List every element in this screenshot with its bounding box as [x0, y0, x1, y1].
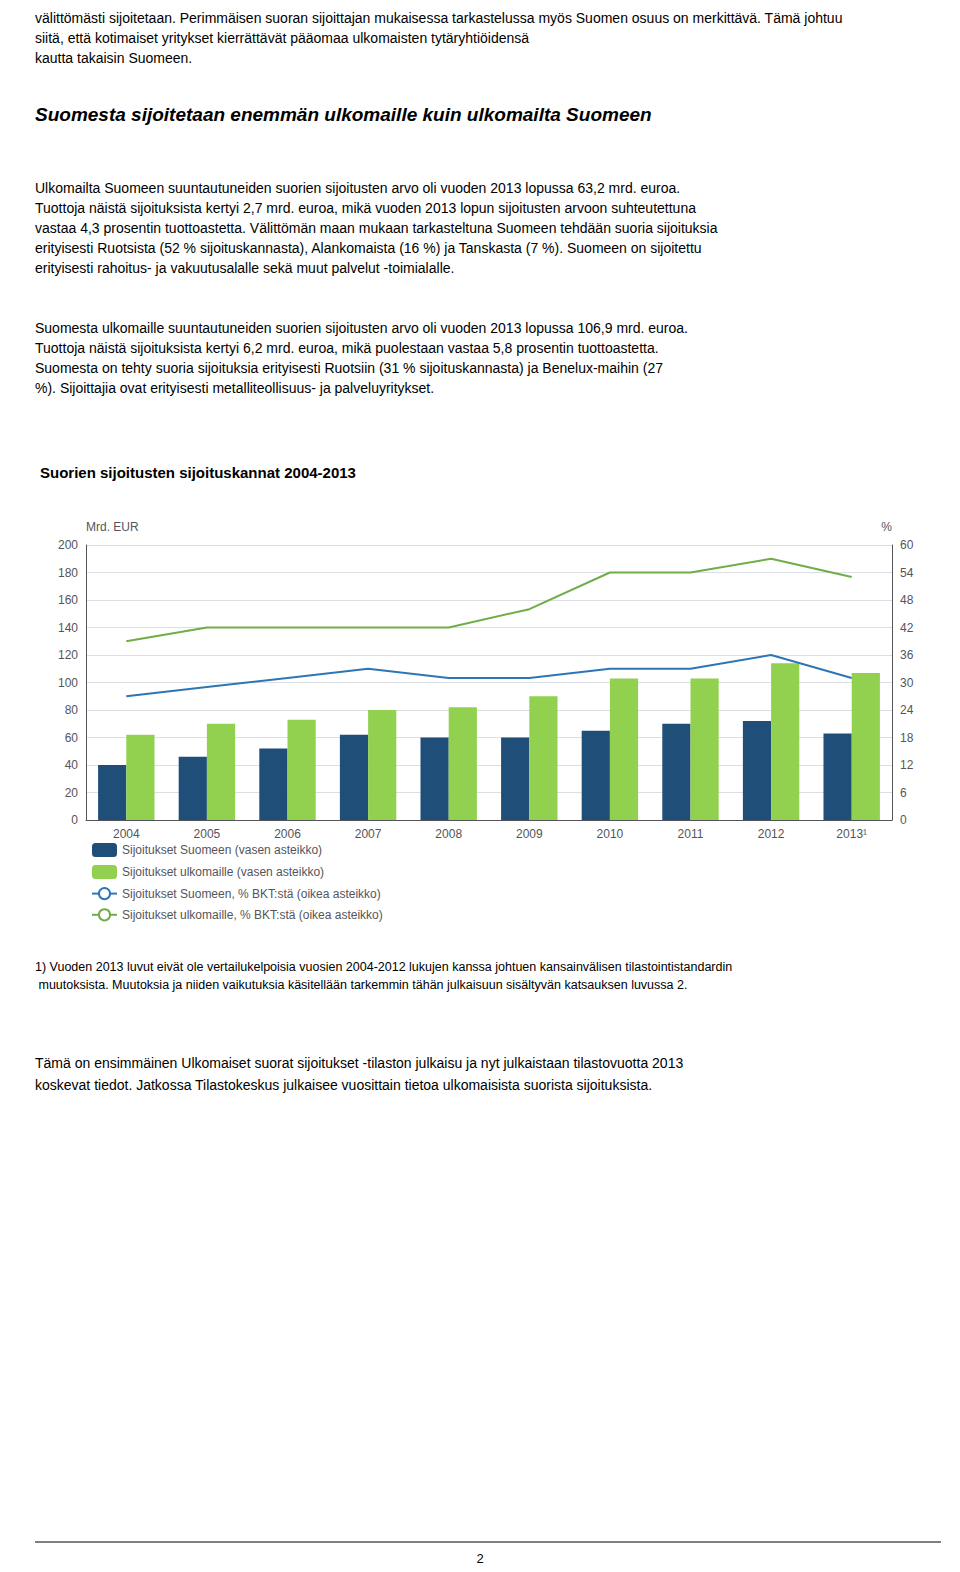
svg-text:välittömästi sijoitetaan. Peri: välittömästi sijoitetaan. Perimmäisen su…: [35, 10, 846, 26]
svg-text:6: 6: [900, 786, 907, 800]
svg-text:2009: 2009: [516, 827, 543, 841]
svg-text:160: 160: [58, 593, 78, 607]
svg-text:2007: 2007: [355, 827, 382, 841]
svg-text:Suomesta ulkomaille suuntautun: Suomesta ulkomaille suuntautuneiden suor…: [35, 320, 688, 336]
svg-text:Suomesta sijoitetaan enemmän u: Suomesta sijoitetaan enemmän ulkomaille …: [35, 104, 652, 125]
svg-text:40: 40: [65, 758, 79, 772]
svg-text:60: 60: [900, 538, 914, 552]
svg-text:60: 60: [65, 731, 79, 745]
svg-text:100: 100: [58, 676, 78, 690]
svg-text:2004: 2004: [113, 827, 140, 841]
svg-text:2012: 2012: [758, 827, 785, 841]
svg-text:muutoksista. Muutoksia ja niid: muutoksista. Muutoksia ja niiden vaikutu…: [35, 978, 687, 992]
svg-text:Sijoitukset Suomeen, % BKT:stä: Sijoitukset Suomeen, % BKT:stä (oikea as…: [122, 887, 381, 901]
svg-text:24: 24: [900, 703, 914, 717]
svg-text:%). Sijoittajia ovat erityises: %). Sijoittajia ovat erityisesti metalli…: [35, 380, 434, 396]
svg-text:20: 20: [65, 786, 79, 800]
svg-text:80: 80: [65, 703, 79, 717]
svg-text:12: 12: [900, 758, 914, 772]
svg-text:2013¹: 2013¹: [836, 827, 867, 841]
svg-text:1) Vuoden 2013 luvut eivät ole: 1) Vuoden 2013 luvut eivät ole vertailuk…: [35, 960, 732, 974]
svg-text:Mrd. EUR: Mrd. EUR: [86, 520, 139, 534]
svg-text:kautta takaisin Suomeen.: kautta takaisin Suomeen.: [35, 50, 192, 66]
svg-text:2008: 2008: [435, 827, 462, 841]
svg-text:Sijoitukset Suomeen (vasen ast: Sijoitukset Suomeen (vasen asteikko): [122, 843, 322, 857]
svg-text:54: 54: [900, 566, 914, 580]
svg-text:Ulkomailta Suomeen suuntautune: Ulkomailta Suomeen suuntautuneiden suori…: [35, 180, 680, 196]
svg-text:18: 18: [900, 731, 914, 745]
svg-text:Sijoitukset ulkomaille (vasen: Sijoitukset ulkomaille (vasen asteikko): [122, 865, 324, 879]
svg-text:200: 200: [58, 538, 78, 552]
svg-text:Suorien sijoitusten sijoituska: Suorien sijoitusten sijoituskannat 2004-…: [40, 464, 356, 481]
svg-text:48: 48: [900, 593, 914, 607]
svg-text:vastaa 4,3 prosentin tuottoast: vastaa 4,3 prosentin tuottoastetta. Väli…: [35, 220, 718, 236]
svg-text:2005: 2005: [194, 827, 221, 841]
svg-text:2: 2: [476, 1551, 483, 1566]
svg-text:siitä, että kotimaiset yrityks: siitä, että kotimaiset yritykset kierrät…: [35, 30, 529, 46]
svg-text:2010: 2010: [597, 827, 624, 841]
svg-text:erityisesti rahoitus- ja vakuu: erityisesti rahoitus- ja vakuutusalalle …: [35, 260, 454, 276]
svg-text:2006: 2006: [274, 827, 301, 841]
svg-text:Suomesta on tehty suoria sijoi: Suomesta on tehty suoria sijoituksia eri…: [35, 360, 663, 376]
svg-text:0: 0: [71, 813, 78, 827]
svg-text:erityisesti Ruotsista (52 % si: erityisesti Ruotsista (52 % sijoituskann…: [35, 240, 702, 256]
svg-text:%: %: [881, 520, 892, 534]
svg-text:36: 36: [900, 648, 914, 662]
svg-text:0: 0: [900, 813, 907, 827]
svg-text:Tuottoja näistä sijoituksista: Tuottoja näistä sijoituksista kertyi 6,2…: [35, 340, 659, 356]
svg-text:Tämä on ensimmäinen Ulkomaiset: Tämä on ensimmäinen Ulkomaiset suorat si…: [35, 1055, 683, 1071]
svg-text:180: 180: [58, 566, 78, 580]
svg-text:42: 42: [900, 621, 914, 635]
svg-text:Sijoitukset ulkomaille, % BKT:: Sijoitukset ulkomaille, % BKT:stä (oikea…: [122, 908, 383, 922]
svg-text:30: 30: [900, 676, 914, 690]
svg-text:Tuottoja näistä sijoituksista: Tuottoja näistä sijoituksista kertyi 2,7…: [35, 200, 696, 216]
svg-text:120: 120: [58, 648, 78, 662]
svg-text:2011: 2011: [678, 827, 704, 841]
svg-text:140: 140: [58, 621, 78, 635]
svg-text:koskevat tiedot. Jatkossa Tila: koskevat tiedot. Jatkossa Tilastokeskus …: [35, 1077, 652, 1093]
